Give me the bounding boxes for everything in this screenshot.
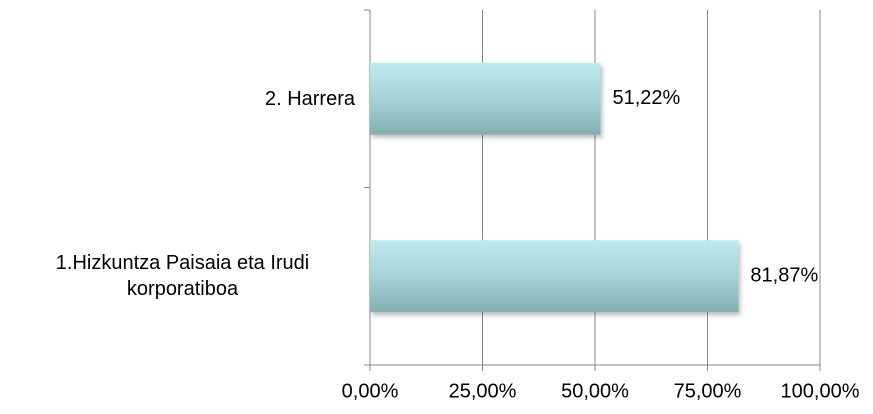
value-label: 51,22% (612, 87, 680, 109)
bar (370, 240, 739, 313)
value-label: 81,87% (750, 265, 818, 287)
x-tick-label: 25,00% (449, 380, 517, 402)
x-tick-label: 0,00% (342, 380, 399, 402)
y-tick-label: 1.Hizkuntza Paisaia eta Irudi korporatib… (55, 252, 310, 301)
x-tick-label: 75,00% (674, 380, 742, 402)
y-tick-label: 2. Harrera (264, 87, 355, 110)
bar (370, 62, 601, 135)
x-tick-label: 50,00% (561, 380, 629, 402)
x-tick-label: 100,00% (781, 380, 860, 402)
